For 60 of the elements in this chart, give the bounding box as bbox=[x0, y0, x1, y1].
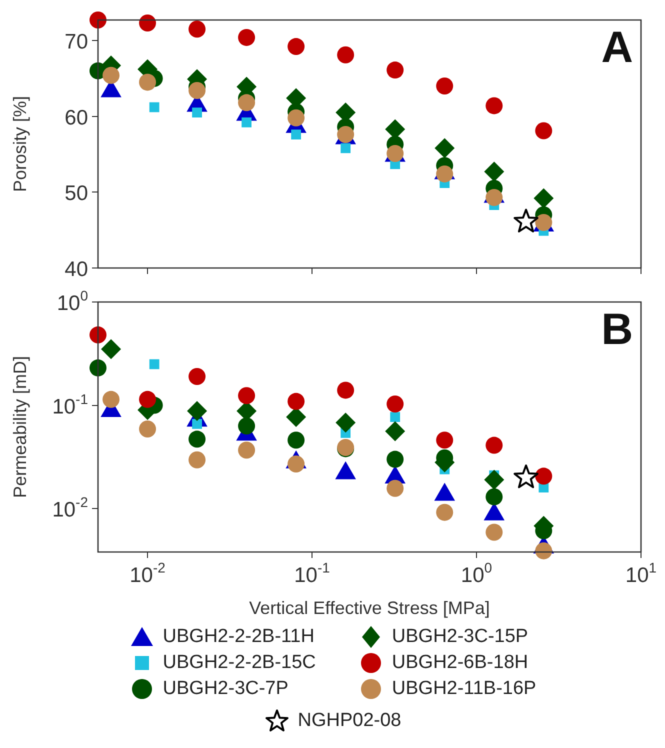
point bbox=[288, 109, 305, 126]
y-tick-label: 60 bbox=[64, 106, 88, 130]
point bbox=[238, 28, 256, 46]
point bbox=[484, 162, 504, 182]
legend-label: UBGH2-2-2B-11H bbox=[162, 626, 314, 648]
point bbox=[436, 432, 454, 449]
point bbox=[386, 395, 404, 412]
point bbox=[386, 450, 404, 468]
point bbox=[139, 390, 156, 408]
y-tick-label: 40 bbox=[64, 258, 88, 281]
point bbox=[288, 432, 305, 449]
x-axis-title: Vertical Effective Stress [MPa] bbox=[249, 598, 490, 618]
annotation: B bbox=[601, 305, 633, 354]
point bbox=[535, 122, 552, 140]
point bbox=[238, 418, 256, 435]
y-tick-label: 70 bbox=[64, 30, 88, 54]
point bbox=[484, 470, 504, 490]
point bbox=[238, 387, 256, 404]
point bbox=[187, 401, 208, 422]
point bbox=[337, 382, 354, 399]
point bbox=[486, 436, 503, 454]
point bbox=[436, 504, 454, 521]
point bbox=[188, 368, 206, 386]
legend-label: UBGH2-3C-15P bbox=[392, 626, 528, 648]
point bbox=[139, 74, 156, 91]
point bbox=[188, 430, 206, 448]
annotation: A bbox=[601, 23, 633, 72]
point bbox=[535, 468, 552, 485]
point bbox=[90, 326, 106, 344]
point bbox=[90, 359, 106, 376]
y-axis-title: Porosity [%] bbox=[10, 96, 30, 192]
point bbox=[486, 488, 503, 506]
point bbox=[188, 82, 206, 100]
point bbox=[436, 77, 454, 94]
legend-label: UBGH2-2-2B-15C bbox=[162, 652, 316, 674]
legend-label: UBGH2-3C-7P bbox=[162, 678, 288, 700]
point bbox=[238, 442, 256, 459]
y-axis-title: Permeability [mD] bbox=[10, 356, 30, 498]
point bbox=[534, 188, 554, 208]
point bbox=[188, 451, 206, 468]
y-tick-label: 50 bbox=[64, 182, 88, 206]
point bbox=[434, 138, 455, 158]
point bbox=[385, 421, 406, 442]
point bbox=[139, 420, 156, 438]
point bbox=[90, 12, 106, 28]
point bbox=[535, 542, 552, 560]
point bbox=[139, 14, 156, 32]
legend-label: UBGH2-6B-18H bbox=[392, 652, 528, 674]
legend-label: NGHP02-08 bbox=[298, 710, 402, 732]
legend-label: UBGH2-11B-16P bbox=[392, 678, 536, 700]
point bbox=[288, 392, 305, 410]
point bbox=[288, 38, 305, 56]
point bbox=[337, 46, 354, 64]
point bbox=[238, 94, 256, 112]
point bbox=[188, 20, 206, 38]
point bbox=[336, 412, 356, 433]
point bbox=[386, 62, 404, 79]
point bbox=[486, 97, 503, 114]
point bbox=[486, 524, 503, 541]
point bbox=[386, 480, 404, 497]
